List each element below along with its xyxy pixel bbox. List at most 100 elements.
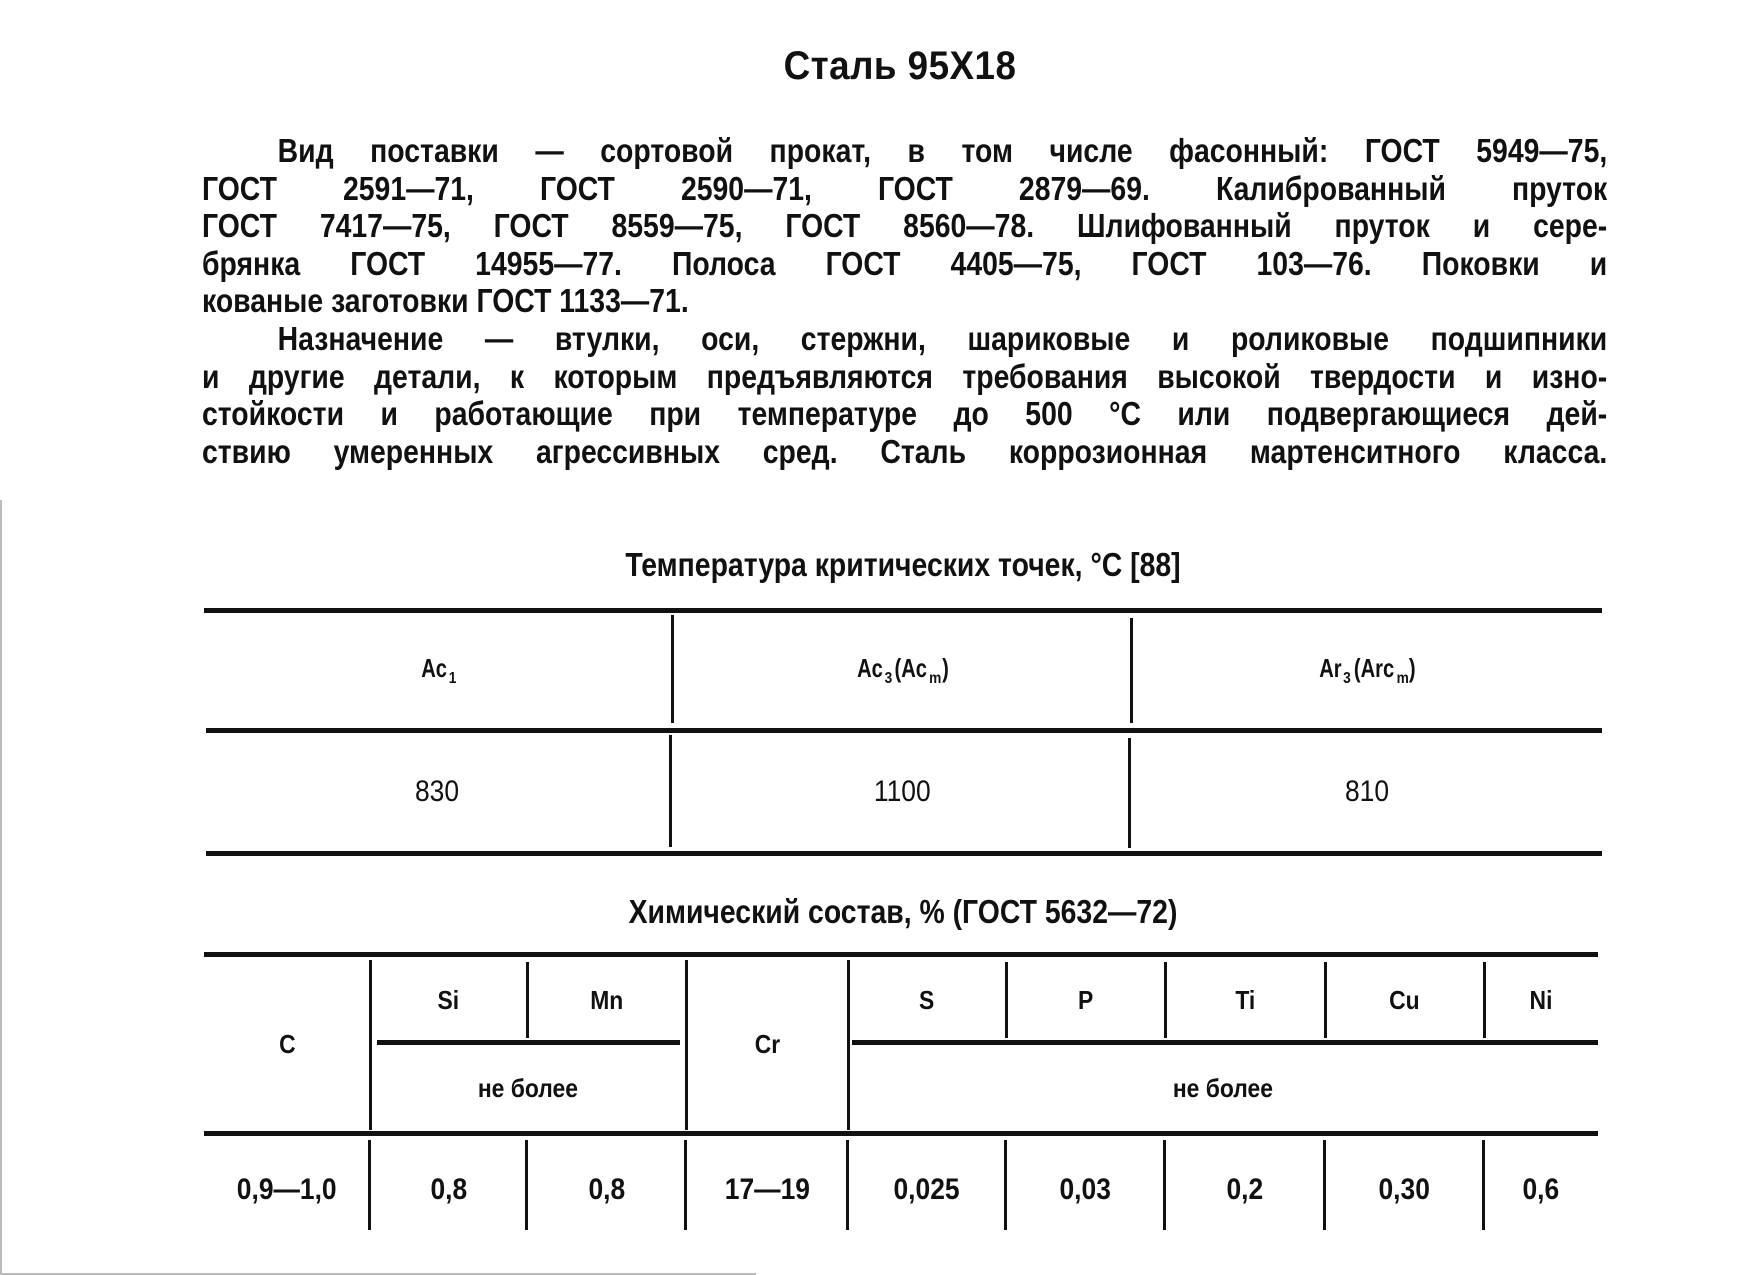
header-cu: Cu: [1325, 960, 1484, 1040]
table-divider: [1005, 962, 1008, 1038]
cell-text: 0,6: [1522, 1173, 1560, 1206]
value-ar3: 810: [1133, 733, 1602, 851]
value-mn: 0,8: [527, 1140, 686, 1240]
not-more-label: не более: [848, 1045, 1598, 1131]
paragraph-supply: Вид поставки — сортовой прокат, в том чи…: [202, 132, 1607, 320]
header-text: Ar: [1319, 652, 1343, 683]
table-divider: [369, 960, 372, 1130]
table-divider: [1483, 962, 1486, 1038]
table-rule: [204, 1131, 1598, 1136]
header-sub: m: [928, 670, 942, 688]
cell-text: 0,03: [1059, 1173, 1112, 1206]
text-line: ГОСТ 2591—71, ГОСТ 2590—71, ГОСТ 2879—69…: [202, 169, 1608, 207]
table-divider: [1164, 962, 1167, 1038]
text-line: ГОСТ 7417—75, ГОСТ 8559—75, ГОСТ 8560—78…: [202, 207, 1608, 244]
table-rule: [206, 728, 1602, 733]
table-rule: [204, 608, 1602, 613]
cell-text: не более: [1172, 1072, 1274, 1103]
cell-text: 830: [415, 775, 460, 808]
critical-points-caption: Температура критических точек, °С [88]: [625, 546, 1181, 583]
table-divider: [685, 960, 688, 1130]
chemical-composition-caption: Химический состав, % (ГОСТ 5632—72): [628, 893, 1178, 930]
table-divider: [684, 1140, 687, 1230]
cell-text: 1100: [873, 775, 931, 808]
value-cr: 17—19: [686, 1140, 848, 1240]
table-divider: [846, 1140, 849, 1230]
cell-text: 810: [1345, 775, 1390, 808]
header-text: Ac: [420, 652, 447, 683]
table-rule: [377, 1040, 680, 1045]
cell-text: 17—19: [724, 1173, 810, 1206]
table-divider: [847, 960, 850, 1130]
header-text: (Ac: [894, 652, 927, 683]
cell-text: 0,9—1,0: [237, 1173, 337, 1206]
cell-text: Ni: [1529, 984, 1553, 1015]
header-ac1: Ac 1: [204, 613, 671, 728]
value-ti: 0,2: [1165, 1140, 1325, 1240]
value-p: 0,03: [1006, 1140, 1165, 1240]
value-ni: 0,6: [1484, 1140, 1598, 1240]
table-divider: [1130, 618, 1133, 723]
text-line: стойкости и работающие при температуре д…: [202, 395, 1608, 432]
cell-text: 0,2: [1226, 1173, 1264, 1206]
paragraph-purpose: Назначение — втулки, оси, стержни, шарик…: [202, 320, 1607, 470]
value-ac1: 830: [204, 733, 671, 851]
table-divider: [368, 1140, 371, 1230]
header-text: Ac: [856, 652, 883, 683]
header-si: Si: [370, 960, 527, 1040]
header-c: C: [204, 957, 370, 1131]
table-divider: [1323, 1140, 1326, 1230]
text-line: и другие детали, к которым предъявляются…: [202, 357, 1608, 395]
header-p: P: [1006, 960, 1165, 1040]
cell-text: 0,025: [893, 1173, 961, 1206]
value-s: 0,025: [848, 1140, 1006, 1240]
cell-text: Cu: [1389, 984, 1420, 1015]
cell-text: Si: [437, 984, 460, 1015]
header-s: S: [848, 960, 1006, 1040]
text-line: Назначение — втулки, оси, стержни, шарик…: [277, 320, 1608, 357]
text-line: Вид поставки — сортовой прокат, в том чи…: [277, 132, 1608, 169]
text-line: брянка ГОСТ 14955—77. Полоса ГОСТ 4405—7…: [202, 244, 1608, 282]
header-sub: m: [1397, 670, 1410, 688]
header-sub: 3: [1343, 670, 1352, 688]
table-rule: [852, 1040, 1598, 1045]
table-divider: [671, 615, 674, 723]
table-divider: [1004, 1140, 1007, 1230]
header-ar3: Ar3 (Arc m): [1133, 613, 1602, 728]
table-divider: [525, 1140, 528, 1230]
cell-text: 0,30: [1378, 1173, 1431, 1206]
value-si: 0,8: [370, 1140, 527, 1240]
value-c: 0,9—1,0: [204, 1140, 370, 1240]
table-rule: [206, 851, 1602, 856]
text-line: кованые заготовки ГОСТ 1133—71.: [202, 282, 689, 319]
header-text: ): [1409, 652, 1417, 683]
cell-text: Mn: [589, 984, 624, 1015]
table-divider: [1324, 962, 1327, 1038]
header-sub: 3: [884, 670, 893, 688]
table-divider: [526, 962, 529, 1038]
cell-text: не более: [477, 1072, 579, 1103]
header-ac3: Ac 3 (Ac m): [674, 613, 1130, 728]
cell-text: P: [1077, 984, 1094, 1015]
scan-edge-left: [0, 500, 2, 1275]
header-cr: Cr: [686, 957, 848, 1131]
text-line: ствию умеренных агрессивных сред. Сталь …: [202, 432, 1608, 470]
cell-text: Ti: [1235, 984, 1255, 1015]
header-mn: Mn: [527, 960, 686, 1040]
cell-text: C: [278, 1028, 296, 1059]
value-ac3: 1100: [674, 733, 1130, 851]
page-title: Сталь 95Х18: [783, 44, 1017, 88]
header-text: ): [941, 652, 949, 683]
table-divider: [1128, 738, 1131, 848]
not-more-label: не более: [370, 1045, 686, 1131]
table-divider: [1482, 1140, 1485, 1230]
header-text: (Arc: [1353, 652, 1395, 683]
cell-text: 0,8: [588, 1173, 625, 1206]
value-cu: 0,30: [1325, 1140, 1484, 1240]
cell-text: 0,8: [430, 1173, 467, 1206]
scan-edge-bottom: [0, 1273, 756, 1275]
table-rule: [204, 952, 1598, 957]
cell-text: Cr: [754, 1028, 780, 1059]
cell-text: S: [919, 984, 935, 1015]
header-ti: Ti: [1165, 960, 1325, 1040]
